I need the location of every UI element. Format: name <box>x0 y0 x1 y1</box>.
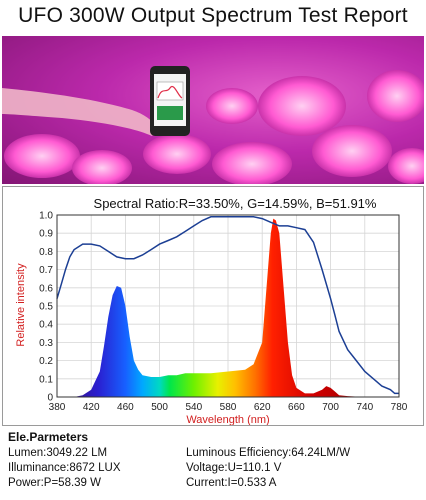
x-tick-label: 500 <box>151 402 168 413</box>
plot-border <box>56 214 400 398</box>
y-axis-label: Relative intensity <box>15 263 27 347</box>
illuminance-value: Illuminance:8672 LUX <box>8 462 121 474</box>
x-tick-labels: 380 420 460 500 540 580 620 660 700 740 780 <box>49 402 408 413</box>
y-tick-label: 0.8 <box>39 247 53 258</box>
y-tick-label: 0.4 <box>39 320 53 331</box>
x-tick-label: 700 <box>322 402 339 413</box>
y-tick-label: 1.0 <box>39 211 53 222</box>
power-value: Power:P=58.39 W <box>8 477 102 489</box>
flower-photo <box>2 36 424 184</box>
spectrum-chart: Spectral Ratio:R=33.50%, G=14.59%, B=51.… <box>2 186 424 426</box>
spectrum-area <box>74 218 365 397</box>
voltage-value: Voltage:U=110.1 V <box>186 462 282 474</box>
x-tick-label: 660 <box>288 402 305 413</box>
x-tick-label: 580 <box>220 402 237 413</box>
x-tick-label: 740 <box>356 402 373 413</box>
y-tick-label: 0 <box>47 393 53 404</box>
x-tick-label: 540 <box>185 402 202 413</box>
y-tick-label: 0.5 <box>39 302 53 313</box>
y-tick-label: 0.9 <box>39 229 53 240</box>
y-tick-labels: 0 0.1 0.2 0.3 0.4 0.5 0.6 0.7 0.8 0.9 1.0 <box>39 211 53 404</box>
outline-series-line <box>56 216 399 395</box>
y-tick-label: 0.6 <box>39 283 53 294</box>
x-tick-label: 780 <box>391 402 408 413</box>
flower-photo-illustration <box>2 36 424 184</box>
spectrum-chart-svg: Spectral Ratio:R=33.50%, G=14.59%, B=51.… <box>15 196 408 425</box>
params-heading: Ele.Parmeters <box>8 430 89 444</box>
efficiency-value: Luminous Efficiency:64.24LM/W <box>186 447 351 459</box>
y-tick-label: 0.2 <box>39 356 53 367</box>
x-tick-label: 620 <box>254 402 271 413</box>
page-title: UFO 300W Output Spectrum Test Report <box>18 4 408 27</box>
x-tick-label: 380 <box>49 402 66 413</box>
current-value: Current:I=0.533 A <box>186 477 277 489</box>
x-axis-label: Wavelength (nm) <box>186 414 269 425</box>
chart-title: Spectral Ratio:R=33.50%, G=14.59%, B=51.… <box>94 196 377 211</box>
x-tick-label: 460 <box>117 402 134 413</box>
electrical-parameters: Ele.Parmeters Lumen:3049.22 LM Luminous … <box>8 430 420 491</box>
y-tick-label: 0.7 <box>39 265 53 276</box>
y-tick-label: 0.3 <box>39 338 53 349</box>
y-tick-label: 0.1 <box>39 374 53 385</box>
lumen-value: Lumen:3049.22 LM <box>8 447 108 459</box>
x-tick-label: 420 <box>83 402 100 413</box>
